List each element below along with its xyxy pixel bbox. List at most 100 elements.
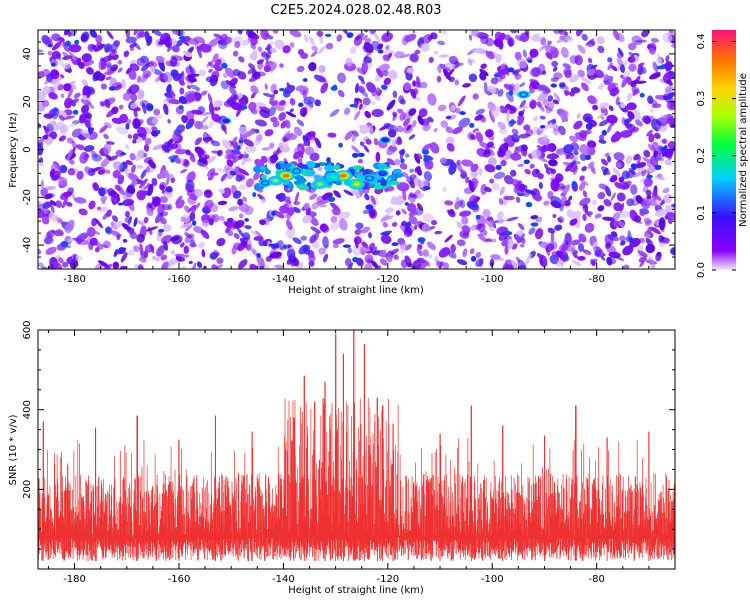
heatmap-speckle	[404, 255, 412, 267]
heatmap-speckle	[619, 235, 626, 242]
heatmap-speckle	[136, 75, 142, 83]
heatmap-speckle	[300, 52, 309, 59]
heatmap-speckle	[607, 155, 612, 163]
heatmap-speckle	[259, 109, 270, 119]
heatmap-speckle	[585, 251, 590, 256]
heatmap-speckle	[376, 68, 384, 78]
heatmap-speckle	[137, 89, 145, 100]
heatmap-speckle	[529, 163, 535, 169]
heatmap-speckle	[551, 60, 559, 67]
x-tick-label: -100	[481, 274, 504, 285]
heatmap-speckle	[69, 83, 77, 90]
heatmap-speckle	[311, 45, 318, 52]
heatmap-speckle	[597, 83, 605, 90]
heatmap-speckle	[175, 256, 182, 262]
heatmap-speckle	[441, 30, 447, 35]
snr-plot: -180 -160 -140 -120 -100 -80 200 400 600 Height…	[8, 320, 676, 596]
heatmap-speckle	[651, 118, 661, 131]
heatmap-speckle	[617, 210, 630, 216]
heatmap-speckle	[497, 89, 504, 97]
heatmap-speckle	[368, 232, 372, 239]
y-tick-label: 20	[22, 95, 33, 108]
heatmap-speckle	[508, 104, 518, 112]
colorbar-ticks: 0.0 0.1 0.2 0.3 0.4	[696, 33, 736, 278]
heatmap-speckle	[62, 55, 73, 60]
heatmap-speckle	[231, 36, 243, 44]
heatmap-speckle	[118, 104, 124, 110]
heatmap-speckle	[558, 125, 566, 136]
heatmap-speckle	[284, 119, 291, 129]
heatmap-speckle	[286, 248, 296, 260]
heatmap-speckle	[363, 144, 370, 153]
heatmap-speckle	[300, 235, 307, 241]
heatmap-speckle	[211, 113, 222, 123]
heatmap-speckle	[232, 50, 239, 57]
heatmap-speckle	[475, 108, 486, 115]
heatmap-speckle	[222, 73, 228, 79]
heatmap-speckle	[471, 30, 480, 37]
heatmap-speckle	[257, 46, 263, 53]
heatmap-speckle	[337, 72, 347, 84]
heatmap-speckle	[598, 119, 610, 127]
heatmap-speckle	[144, 137, 152, 145]
heatmap-speckle	[462, 248, 468, 258]
heatmap-speckle	[144, 244, 155, 253]
heatmap-speckle	[198, 69, 206, 77]
heatmap-speckle	[393, 254, 399, 260]
heatmap-speckle	[506, 109, 510, 123]
heatmap-speckle	[626, 76, 632, 85]
heatmap-speckle	[237, 198, 244, 206]
heatmap-speckle	[577, 69, 585, 78]
heatmap-speckle	[488, 110, 495, 123]
heatmap-speckle	[579, 175, 585, 181]
heatmap-speckle-blue	[87, 88, 93, 94]
heatmap-speckle	[50, 69, 60, 80]
heatmap-speckle	[608, 105, 614, 111]
colorbar-tick-label: 0.0	[696, 262, 707, 278]
heatmap-speckle	[637, 250, 648, 258]
heatmap-speckle	[195, 87, 201, 92]
heatmap-speckle	[503, 34, 511, 40]
heatmap-speckle	[250, 42, 256, 50]
heatmap-speckle	[539, 115, 546, 120]
heatmap-speckle	[362, 97, 371, 106]
heatmap-speckle	[545, 102, 555, 114]
heatmap-speckle	[564, 152, 575, 160]
y-tick-label: -40	[22, 237, 33, 253]
heatmap-speckle	[579, 197, 591, 207]
heatmap-speckle	[78, 61, 85, 69]
heatmap-speckle	[105, 76, 112, 81]
heatmap-speckle	[82, 95, 88, 101]
heatmap-speckle-blue	[338, 142, 343, 148]
heatmap-speckle	[305, 207, 311, 216]
heatmap-speckle	[497, 121, 506, 130]
heatmap-speckle	[44, 238, 51, 244]
heatmap-speckle	[512, 68, 523, 74]
heatmap-speckle	[437, 65, 442, 74]
heatmap-speckle	[592, 104, 599, 111]
heatmap-speckle	[595, 246, 603, 254]
heatmap-speckle	[485, 129, 494, 138]
heatmap-speckle	[317, 166, 323, 172]
heatmap-speckle-blue	[170, 157, 176, 163]
heatmap-speckle-blue	[351, 152, 359, 158]
heatmap-speckle	[625, 123, 633, 129]
heatmap-speckle	[330, 221, 339, 231]
heatmap-speckle	[606, 114, 618, 124]
heatmap-speckle	[385, 45, 390, 50]
heatmap-speckle	[50, 170, 61, 181]
heatmap-speckle	[605, 242, 611, 249]
heatmap-speckle	[184, 232, 193, 239]
heatmap-speckle	[313, 231, 320, 241]
heatmap-speckle	[358, 124, 364, 129]
heatmap-speckle	[553, 30, 560, 34]
heatmap-speckle	[529, 79, 539, 84]
heatmap-hotspot-core	[282, 173, 290, 178]
heatmap-speckle	[485, 238, 493, 242]
heatmap-y-label: Frequency (Hz)	[8, 112, 19, 188]
heatmap-speckle	[465, 176, 470, 184]
heatmap-speckle	[612, 167, 622, 178]
heatmap-speckle	[528, 227, 536, 235]
heatmap-speckle	[461, 159, 474, 167]
heatmap-speckle	[57, 256, 64, 264]
